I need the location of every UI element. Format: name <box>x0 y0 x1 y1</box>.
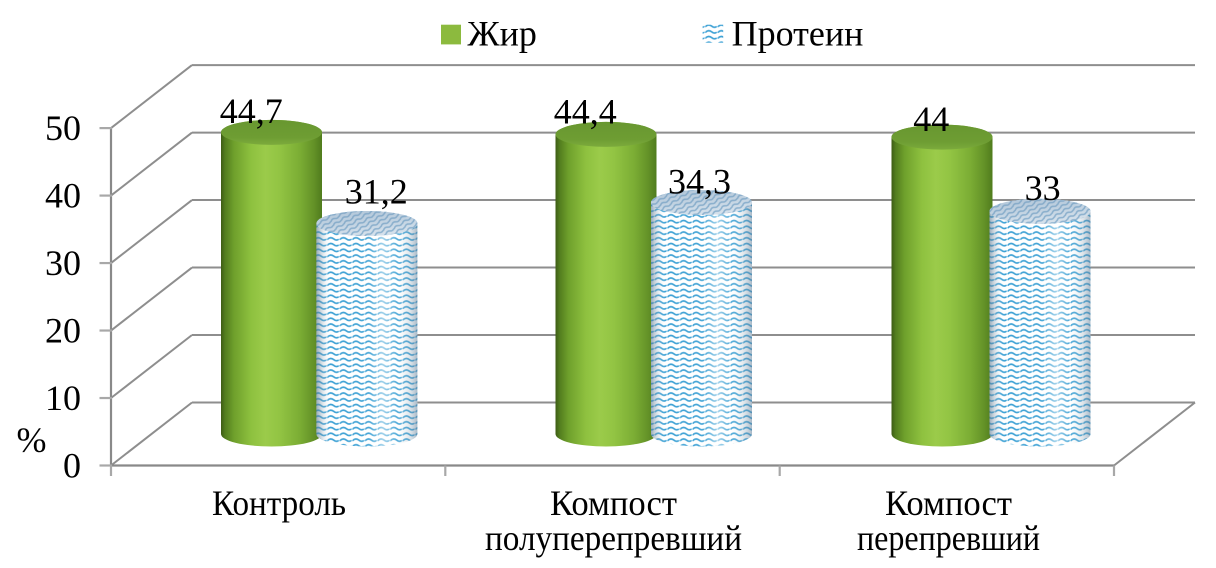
category-labels: Контроль КомпостполуперепревшийКомпостпер… <box>212 483 1040 558</box>
legend-label-protein: Протеин <box>732 13 864 53</box>
y-axis-unit-label: % <box>17 420 47 460</box>
legend-swatch-zhir <box>441 24 461 45</box>
y-tick-label-0: 0 <box>63 445 81 485</box>
legend-label-zhir: Жир <box>467 13 537 53</box>
cylinder-series1-cat1-top-shading <box>651 190 752 216</box>
value-label-series0-cat2: 44 <box>913 99 949 139</box>
gridline-depth-30 <box>110 199 193 264</box>
cylinder-series1-cat1 <box>651 190 752 447</box>
category-label-0-line0: Контроль <box>212 483 346 523</box>
y-axis-tick-labels: 0 10 20 30 40 50 <box>45 108 81 485</box>
y-tick-label-20: 20 <box>45 310 81 350</box>
cylinder-series1-cat0-body-shading <box>316 210 418 447</box>
cylinder-series0-cat0-body <box>221 119 322 447</box>
cylinder-series0-cat2-body <box>891 124 993 447</box>
cylinder-series0-cat2 <box>891 124 993 447</box>
cylinder-series1-cat2-top-shading <box>989 198 1091 224</box>
cylinder-bars <box>221 119 1091 447</box>
gridline-depth-40 <box>110 131 193 197</box>
category-label-1-line0: Компост <box>550 483 677 523</box>
y-tick-label-30: 30 <box>45 243 81 283</box>
value-label-series0-cat1: 44,4 <box>554 91 617 131</box>
y-tick-label-50: 50 <box>45 108 81 148</box>
category-label-2-line1: перепревший <box>857 518 1040 558</box>
legend-swatch-protein <box>702 24 724 43</box>
cylinder-series0-cat1-top <box>555 121 657 147</box>
cylinder-series1-cat0 <box>316 210 418 447</box>
value-label-series1-cat0: 31,2 <box>345 171 408 211</box>
data-value-labels: 44,7 44,4 44 31,2 34,3 33 <box>220 91 1061 211</box>
gridline-depth-0 <box>110 401 193 467</box>
value-label-series1-cat2: 33 <box>1025 168 1061 208</box>
category-label-1-line1: полуперепревший <box>485 518 742 558</box>
cylinder-series1-cat2-body-shading <box>989 198 1091 447</box>
floor-right-edge <box>1113 401 1196 467</box>
axis-lines-ticks <box>99 127 1116 476</box>
gridline-depth-20 <box>110 266 193 332</box>
cylinder-series0-cat0-top <box>221 119 322 145</box>
cylinder-series0-cat1 <box>555 121 657 447</box>
cylinder-series1-cat1-body-shading <box>651 190 752 447</box>
cylinder-series1-cat2 <box>989 198 1091 447</box>
cylinder-series0-cat0 <box>221 119 322 447</box>
y-tick-label-40: 40 <box>45 175 81 215</box>
legend: Жир Протеин <box>441 13 863 53</box>
cylinder-series1-cat0-top-shading <box>316 210 418 236</box>
category-label-2-line0: Компост <box>885 483 1012 523</box>
value-label-series1-cat1: 34,3 <box>668 161 731 201</box>
y-tick-label-10: 10 <box>45 378 81 418</box>
gridline-depth-10 <box>110 334 193 399</box>
cylinder-series0-cat1-body <box>555 121 657 447</box>
cylinder-series0-cat2-top <box>891 124 993 150</box>
gridline-depth-50 <box>110 64 193 129</box>
value-label-series0-cat0: 44,7 <box>220 91 283 131</box>
